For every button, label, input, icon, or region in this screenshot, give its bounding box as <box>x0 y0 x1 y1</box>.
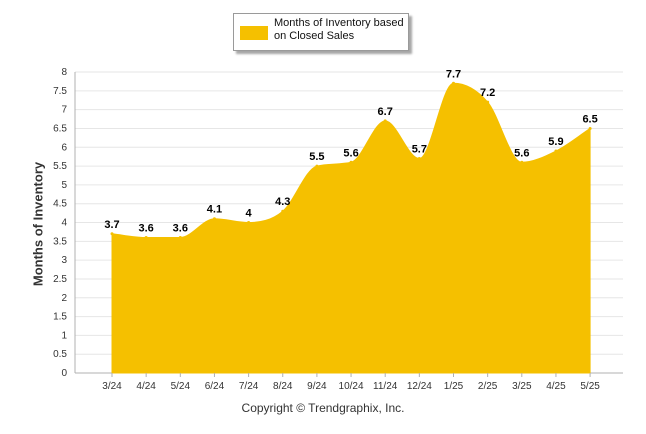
data-label: 3.7 <box>104 219 119 231</box>
y-tick-label: 5 <box>61 180 67 191</box>
data-point <box>315 164 319 168</box>
data-label: 5.6 <box>514 147 529 159</box>
data-label: 7.7 <box>446 68 461 80</box>
y-tick-label: 5.5 <box>53 161 67 172</box>
x-tick-label: 3/25 <box>512 381 532 392</box>
y-tick-label: 2.5 <box>53 274 67 285</box>
data-point <box>554 149 558 153</box>
data-point <box>417 157 421 161</box>
y-axis-title: Months of Inventory <box>30 161 46 287</box>
x-tick-label: 2/25 <box>478 381 498 392</box>
x-tick-label: 7/24 <box>239 381 259 392</box>
data-point <box>452 81 455 85</box>
data-point <box>247 221 251 224</box>
y-tick-label: 4 <box>61 218 67 229</box>
y-tick-label: 3 <box>61 255 67 266</box>
y-tick-label: 1.5 <box>53 312 67 323</box>
data-point <box>588 126 592 130</box>
data-label: 5.7 <box>412 144 427 156</box>
y-tick-label: 0.5 <box>53 349 67 360</box>
series-area <box>111 82 591 374</box>
x-tick-label: 9/24 <box>307 381 327 392</box>
x-tick-label: 3/24 <box>102 381 122 392</box>
data-label: 4 <box>246 208 253 220</box>
x-tick-label: 8/24 <box>273 381 293 392</box>
y-tick-label: 1 <box>61 330 67 341</box>
x-tick-label: 1/25 <box>444 381 464 392</box>
y-tick-label: 0 <box>61 368 67 379</box>
y-tick-label: 6 <box>61 142 67 153</box>
data-label: 5.9 <box>548 136 563 148</box>
data-point <box>212 217 216 221</box>
data-label: 6.7 <box>378 106 393 118</box>
y-tick-label: 6.5 <box>53 123 67 134</box>
y-tick-label: 8 <box>61 67 67 78</box>
x-tick-label: 12/24 <box>407 381 432 392</box>
data-label: 7.2 <box>480 87 495 99</box>
data-point <box>281 209 285 213</box>
x-tick-label: 4/25 <box>546 381 566 392</box>
y-tick-label: 4.5 <box>53 199 67 210</box>
data-point <box>178 236 182 240</box>
x-tick-label: 6/24 <box>205 381 225 392</box>
legend: Months of Inventory based on Closed Sale… <box>233 13 409 51</box>
legend-swatch <box>240 26 268 40</box>
data-point <box>520 160 524 164</box>
data-label: 3.6 <box>173 223 188 235</box>
data-point <box>383 119 387 123</box>
data-label: 4.3 <box>275 196 290 208</box>
y-tick-label: 7 <box>61 105 67 116</box>
data-label: 5.6 <box>343 147 358 159</box>
data-label: 4.1 <box>207 204 222 216</box>
copyright-text: Copyright © Trendgraphix, Inc. <box>241 401 405 415</box>
data-point <box>486 100 490 104</box>
data-point <box>110 232 114 236</box>
x-tick-label: 4/24 <box>136 381 156 392</box>
data-point <box>144 236 148 240</box>
data-point <box>349 160 353 164</box>
x-tick-label: 10/24 <box>339 381 364 392</box>
y-tick-label: 2 <box>61 293 67 304</box>
y-tick-label: 7.5 <box>53 86 67 97</box>
x-tick-label: 11/24 <box>373 381 398 392</box>
data-label: 6.5 <box>582 113 597 125</box>
y-tick-label: 3.5 <box>53 236 67 247</box>
data-label: 3.6 <box>139 223 154 235</box>
x-tick-label: 5/24 <box>171 381 191 392</box>
legend-label: Months of Inventory based on Closed Sale… <box>274 17 404 42</box>
x-tick-label: 5/25 <box>580 381 600 392</box>
data-label: 5.5 <box>309 151 324 163</box>
